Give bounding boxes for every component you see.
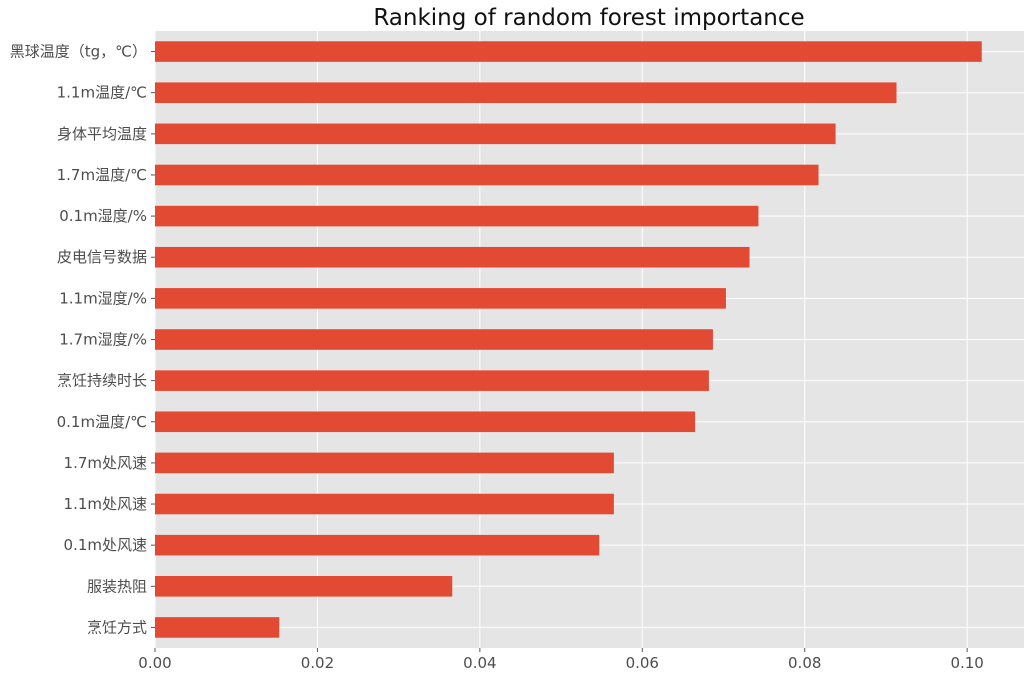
- category-label: 黑球温度（tg，℃）: [10, 43, 147, 61]
- category-label: 服装热阻: [87, 577, 147, 595]
- bar-10: [155, 411, 696, 433]
- bar-15: [155, 617, 280, 638]
- x-axis-ticks: 0.00 0.02 0.04 0.06 0.08 0.10: [138, 648, 984, 672]
- category-label: 身体平均温度: [57, 125, 147, 143]
- bar-7: [155, 288, 726, 309]
- category-label: 1.7m湿度/%: [59, 331, 147, 349]
- bar-6: [155, 246, 750, 268]
- category-label: 皮电信号数据: [57, 248, 147, 266]
- bar-4: [155, 164, 819, 186]
- category-label: 烹饪方式: [87, 618, 147, 636]
- bar-9: [155, 370, 709, 391]
- chart-title: Ranking of random forest importance: [373, 5, 804, 31]
- category-label: 0.1m处风速: [64, 536, 147, 554]
- category-label: 1.7m处风速: [64, 454, 147, 472]
- bar-13: [155, 534, 600, 556]
- bar-11: [155, 452, 614, 474]
- category-label: 0.1m温度/℃: [57, 413, 147, 431]
- bar-3: [155, 123, 836, 145]
- bars: [155, 41, 982, 638]
- category-label: 1.1m湿度/%: [59, 289, 147, 307]
- bar-2: [155, 82, 897, 103]
- category-label: 1.1m处风速: [64, 495, 147, 513]
- bar-5: [155, 205, 759, 227]
- bar-1: [155, 41, 982, 62]
- x-tick-label: 0.08: [788, 654, 821, 672]
- category-label: 0.1m湿度/%: [59, 207, 147, 225]
- x-tick-label: 0.04: [463, 654, 496, 672]
- x-tick-label: 0.06: [626, 654, 659, 672]
- x-tick-label: 0.00: [138, 654, 171, 672]
- y-axis-category-labels: 黑球温度（tg，℃） 1.1m温度/℃ 身体平均温度 1.7m温度/℃ 0.1m湿度/%…: [10, 43, 155, 636]
- bar-8: [155, 329, 713, 350]
- bar-12: [155, 493, 614, 515]
- category-label: 1.1m温度/℃: [57, 84, 147, 102]
- bar-14: [155, 576, 453, 597]
- category-label: 1.7m温度/℃: [57, 166, 147, 184]
- x-tick-label: 0.02: [301, 654, 334, 672]
- category-label: 烹饪持续时长: [57, 372, 147, 390]
- x-tick-label: 0.10: [950, 654, 983, 672]
